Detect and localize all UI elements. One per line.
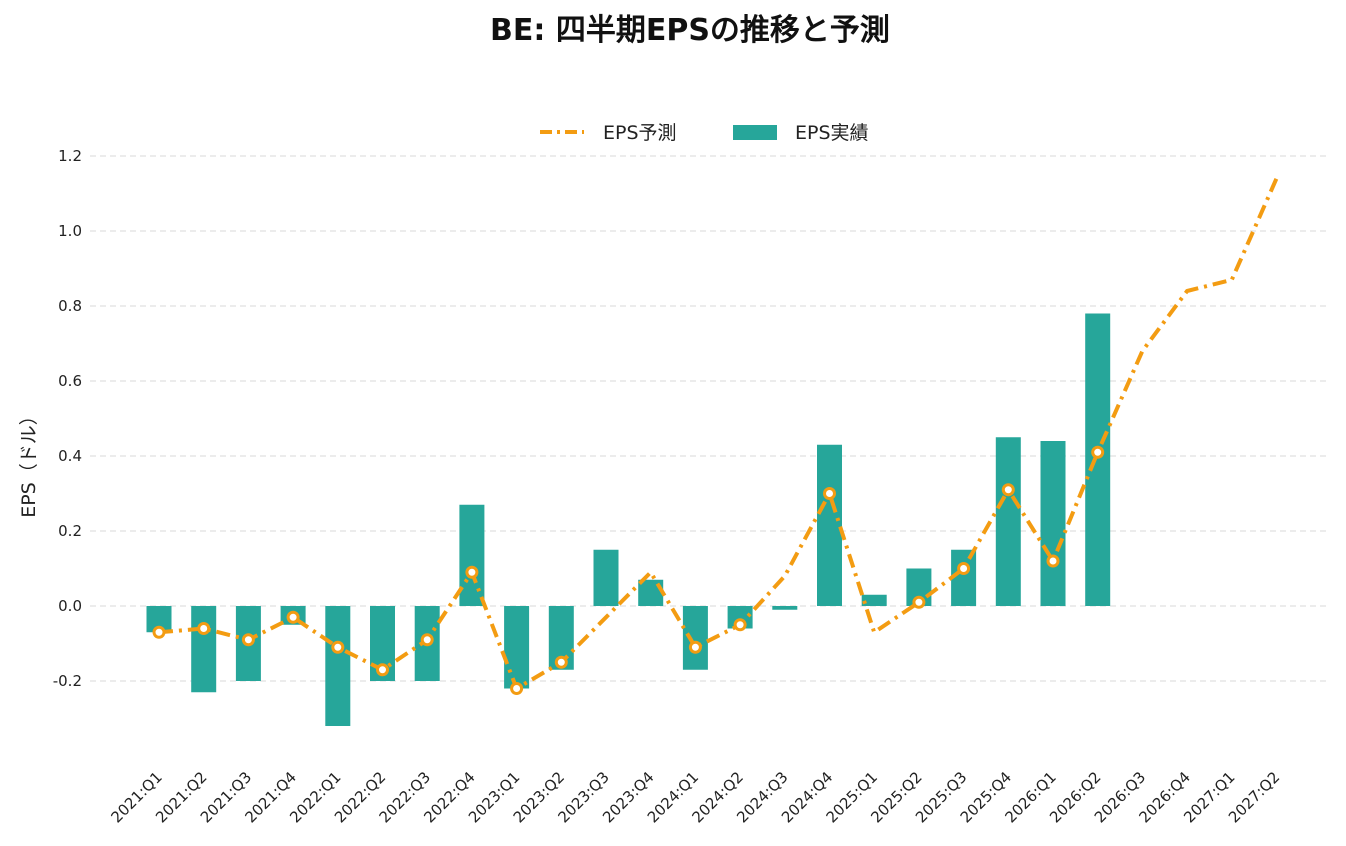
grid-layer (90, 155, 1330, 682)
forecast-point-2021:Q2 (197, 622, 211, 635)
y-tick-label: 0.4 (58, 447, 82, 465)
forecast-point-2026:Q1 (1046, 554, 1060, 568)
forecast-point-2022:Q3 (420, 633, 434, 647)
forecast-point-2024:Q4 (823, 487, 836, 500)
forecast-point-2022:Q1 (331, 640, 345, 654)
y-tick-label: 0.6 (58, 372, 82, 390)
forecast-point-2022:Q2 (376, 663, 389, 677)
forecast-point-2023:Q1 (510, 682, 524, 695)
forecast-point-2024:Q1 (688, 640, 702, 654)
y-tick-label: 0.2 (58, 522, 82, 540)
bar-2024:Q3 (772, 606, 798, 610)
forecast-point-2026:Q2 (1091, 445, 1105, 459)
forecast-point-2021:Q4 (286, 610, 300, 624)
forecast-point-2024:Q2 (733, 618, 747, 632)
bar-2021:Q2 (191, 606, 217, 693)
bar-2022:Q1 (325, 606, 351, 726)
bar-layer (146, 313, 1111, 726)
bar-2025:Q3 (951, 549, 977, 606)
y-tick-label: 1.2 (58, 147, 82, 165)
bar-2024:Q1 (682, 606, 708, 670)
forecast-point-2025:Q3 (957, 562, 971, 575)
forecast-line (158, 177, 1279, 691)
legend-label-actual: EPS実績 (795, 122, 869, 144)
legend-bar-swatch (733, 125, 777, 140)
y-axis-ticks: -0.2 0.0 0.2 0.4 0.6 0.8 1.0 1.2 (53, 147, 82, 690)
forecast-point-2021:Q3 (241, 633, 255, 647)
forecast-point-2021:Q1 (152, 625, 166, 639)
y-axis-label: EPS（ドル） (18, 406, 40, 518)
bar-2024:Q2 (727, 606, 753, 629)
y-tick-label: -0.2 (53, 672, 82, 690)
legend: EPS予測 EPS実績 (540, 122, 869, 144)
bar-2022:Q4 (459, 504, 485, 606)
bar-2025:Q1 (861, 594, 887, 606)
forecast-point-2025:Q2 (912, 595, 926, 609)
forecast-point-2023:Q2 (554, 655, 568, 669)
bar-2025:Q4 (995, 437, 1021, 606)
chart-title: BE: 四半期EPSの推移と予測 (490, 13, 890, 48)
y-tick-label: 1.0 (58, 222, 82, 240)
bar-2024:Q4 (817, 444, 842, 606)
bar-2023:Q3 (593, 549, 619, 606)
line-layer (152, 177, 1279, 695)
forecast-point-2022:Q4 (465, 565, 479, 579)
y-tick-label: 0.0 (58, 597, 82, 615)
bar-2026:Q2 (1085, 313, 1111, 606)
bar-2026:Q1 (1040, 441, 1066, 606)
bar-2023:Q1 (504, 606, 530, 689)
forecast-point-2025:Q4 (1001, 483, 1015, 497)
y-tick-label: 0.8 (58, 297, 82, 315)
x-axis-ticks: 2021:Q12021:Q22021:Q32021:Q42022:Q12022:… (107, 768, 1283, 826)
legend-label-forecast: EPS予測 (603, 122, 677, 144)
